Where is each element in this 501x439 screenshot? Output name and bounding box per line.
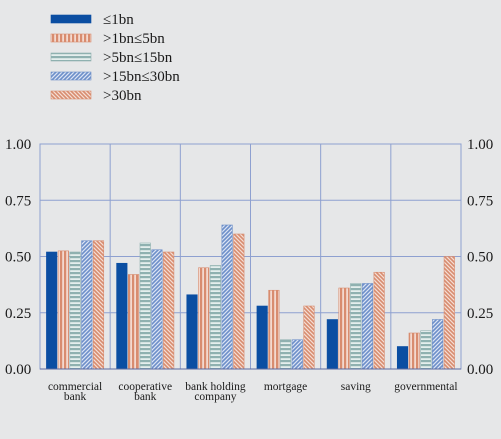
y-tick-label-left: 0.50 bbox=[5, 250, 31, 266]
bar bbox=[69, 251, 81, 370]
bar bbox=[256, 305, 268, 370]
bar bbox=[280, 339, 292, 370]
legend-swatch bbox=[50, 90, 92, 100]
legend-label: >1bn≤5bn bbox=[103, 31, 165, 47]
bar bbox=[303, 305, 315, 370]
y-tick-label-right: 0.00 bbox=[467, 362, 493, 378]
x-tick-label: commercial bbox=[48, 381, 102, 393]
x-tick-label: bank bbox=[134, 391, 157, 403]
bar bbox=[151, 249, 163, 370]
x-tick-label: bank holding bbox=[185, 381, 246, 393]
bar bbox=[186, 294, 198, 370]
bar bbox=[420, 330, 432, 370]
bar bbox=[81, 240, 93, 370]
y-tick-label-left: 1.00 bbox=[5, 137, 31, 153]
bar bbox=[396, 346, 409, 370]
bar bbox=[209, 265, 221, 370]
y-tick-label-right: 0.75 bbox=[467, 193, 493, 209]
tick-labels: 0.00 0.00 0.25 0.25 0.50 0.50 0.75 0.75 1.00 1.00… bbox=[5, 137, 493, 403]
legend: ≤1bn >1bn≤5bn >5bn≤15bn >15bn≤30bn >30bn bbox=[50, 12, 180, 104]
x-tick-label: cooperative bbox=[118, 381, 172, 393]
legend-label: >15bn≤30bn bbox=[103, 69, 180, 85]
bar bbox=[291, 339, 303, 370]
bar bbox=[92, 240, 105, 370]
bar bbox=[128, 274, 140, 370]
bar bbox=[163, 251, 175, 370]
bar bbox=[46, 251, 58, 370]
y-tick-label-left: 0.75 bbox=[5, 193, 31, 209]
bar bbox=[326, 319, 338, 370]
legend-swatch bbox=[50, 52, 92, 62]
x-tick-label: bank bbox=[64, 391, 87, 403]
y-tick-label-right: 0.50 bbox=[467, 250, 493, 266]
bar bbox=[361, 283, 374, 370]
bar bbox=[432, 319, 444, 370]
bar bbox=[408, 332, 420, 370]
bar bbox=[116, 262, 128, 370]
bar bbox=[338, 287, 350, 370]
bar bbox=[373, 271, 385, 370]
bar bbox=[221, 224, 233, 370]
bar bbox=[268, 289, 280, 370]
x-tick-label: saving bbox=[341, 381, 371, 393]
legend-swatch bbox=[50, 14, 92, 24]
y-tick-label-right: 0.25 bbox=[467, 306, 493, 322]
y-tick-label-right: 1.00 bbox=[467, 137, 493, 153]
bar bbox=[350, 283, 362, 370]
legend-swatch bbox=[50, 71, 92, 81]
bar bbox=[57, 250, 69, 370]
bar bbox=[139, 242, 151, 370]
legend-label: >5bn≤15bn bbox=[103, 50, 173, 66]
y-tick-label-left: 0.00 bbox=[5, 362, 31, 378]
bar bbox=[233, 233, 245, 370]
x-tick-label: mortgage bbox=[264, 381, 307, 393]
legend-label: ≤1bn bbox=[103, 12, 134, 28]
x-tick-label: company bbox=[194, 391, 236, 403]
legend-swatch bbox=[50, 33, 92, 43]
y-tick-label-left: 0.25 bbox=[5, 306, 31, 322]
x-tick-label: governmental bbox=[394, 381, 457, 393]
bar bbox=[443, 256, 455, 370]
legend-label: >30bn bbox=[103, 88, 142, 104]
bar bbox=[198, 267, 210, 370]
